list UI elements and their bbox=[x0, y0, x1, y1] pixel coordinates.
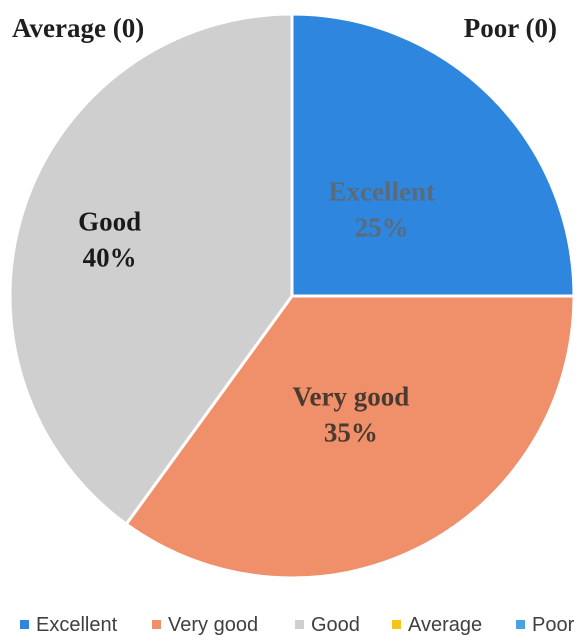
pie-slice-very-good bbox=[124, 294, 576, 580]
pie-slice-good bbox=[8, 12, 294, 527]
legend-swatch-average bbox=[392, 620, 401, 629]
slice-label-excellent: Excellent bbox=[328, 176, 434, 206]
slice-percent-very-good: 35% bbox=[324, 418, 378, 448]
legend-swatch-good bbox=[295, 620, 304, 629]
legend-label-very-good: Very good bbox=[168, 614, 258, 636]
slice-labels: Excellent 25% Very good 35% Good 40% bbox=[78, 176, 435, 447]
annotation-poor: Poor (0) bbox=[464, 13, 557, 43]
slice-label-good: Good bbox=[78, 207, 141, 237]
legend: Excellent Very good Good Average Poor bbox=[20, 614, 575, 636]
legend-label-good: Good bbox=[311, 614, 360, 636]
legend-label-poor: Poor bbox=[532, 614, 575, 636]
legend-label-average: Average bbox=[408, 614, 482, 636]
annotation-average: Average (0) bbox=[12, 13, 144, 43]
legend-swatch-very-good bbox=[152, 620, 161, 629]
slice-label-very-good: Very good bbox=[293, 382, 410, 412]
pie-slices bbox=[8, 12, 576, 580]
legend-label-excellent: Excellent bbox=[36, 614, 118, 636]
pie-slice-excellent bbox=[290, 12, 576, 298]
legend-swatch-poor bbox=[516, 620, 525, 629]
legend-swatch-excellent bbox=[20, 620, 29, 629]
slice-percent-excellent: 25% bbox=[355, 212, 409, 242]
slice-percent-good: 40% bbox=[83, 243, 137, 273]
